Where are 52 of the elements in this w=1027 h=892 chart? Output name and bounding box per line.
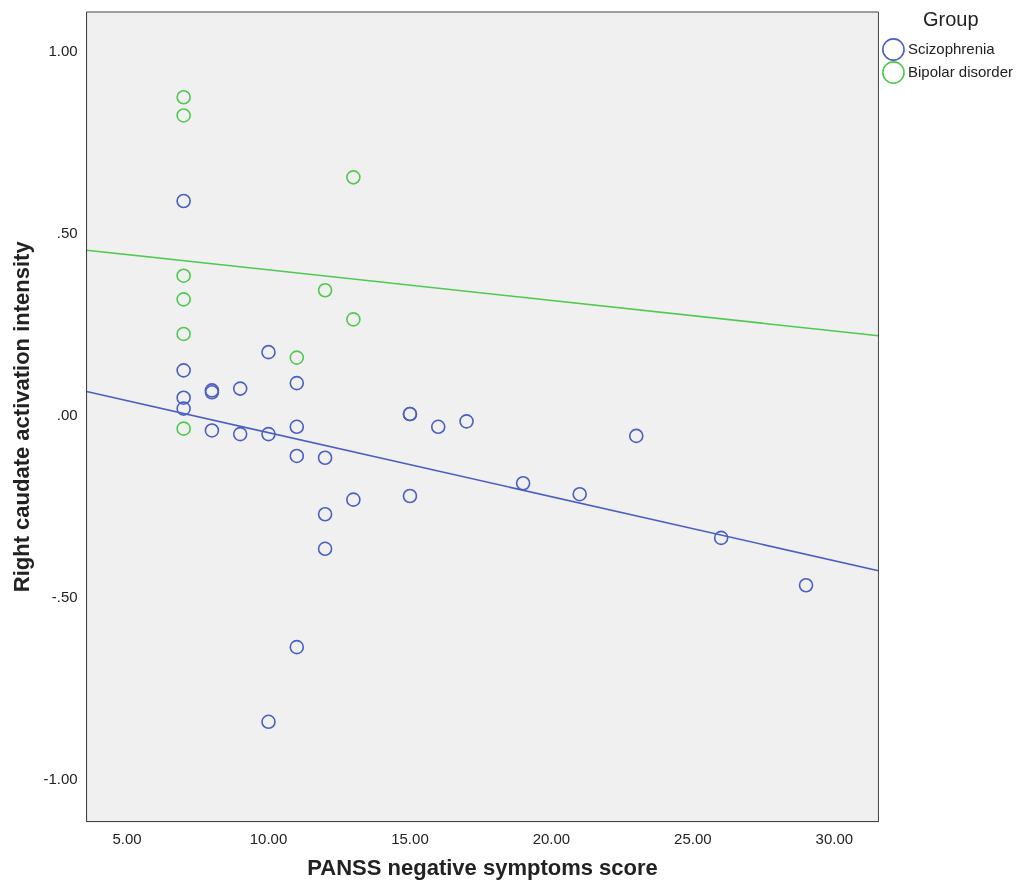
point (232, 426, 248, 442)
y-tick-label: -.50 (51, 588, 78, 606)
point (176, 363, 191, 378)
point (317, 541, 333, 557)
point (289, 375, 305, 391)
x-tick-label: 10.00 (249, 829, 288, 847)
legend-title: Group (922, 7, 979, 30)
point (289, 448, 305, 464)
point (204, 423, 220, 438)
x-tick-label: 25.00 (674, 829, 712, 847)
x-tick-label: 20.00 (532, 829, 571, 847)
point (176, 401, 191, 416)
point (459, 414, 474, 429)
point (176, 292, 191, 307)
point (317, 450, 333, 466)
y-tick-label: .50 (56, 223, 78, 241)
point (232, 381, 248, 396)
point (176, 89, 191, 105)
point (176, 421, 191, 436)
point (261, 426, 276, 442)
point (261, 344, 276, 360)
y-tick-label: .00 (56, 406, 78, 424)
point (289, 350, 305, 365)
point (430, 419, 446, 435)
y-axis-title: Right caudate activation intensity (9, 240, 35, 593)
point (176, 326, 191, 342)
x-axis-title: PANSS negative symptoms score (307, 854, 658, 880)
point (628, 428, 644, 444)
point (798, 577, 814, 593)
point (346, 312, 361, 327)
x-tick-label: 30.00 (815, 829, 854, 847)
point (713, 530, 729, 546)
y-tick-label: 1.00 (48, 41, 78, 59)
point (515, 475, 531, 491)
point (317, 506, 333, 522)
point (317, 282, 333, 298)
legend-label: Bipolar disorder (907, 62, 1014, 80)
x-tick-label: 5.00 (112, 829, 142, 847)
point (261, 714, 276, 730)
point (289, 419, 305, 435)
point (402, 488, 418, 504)
point (176, 390, 191, 405)
point (346, 492, 361, 507)
point (176, 108, 191, 123)
x-tick-label: 15.00 (391, 829, 429, 847)
point (176, 268, 191, 283)
point (346, 170, 361, 185)
point (176, 193, 191, 209)
point (572, 486, 587, 502)
legend-label: Scizophrenia (907, 39, 996, 57)
y-tick-label: -1.00 (43, 770, 78, 788)
point (289, 639, 305, 655)
